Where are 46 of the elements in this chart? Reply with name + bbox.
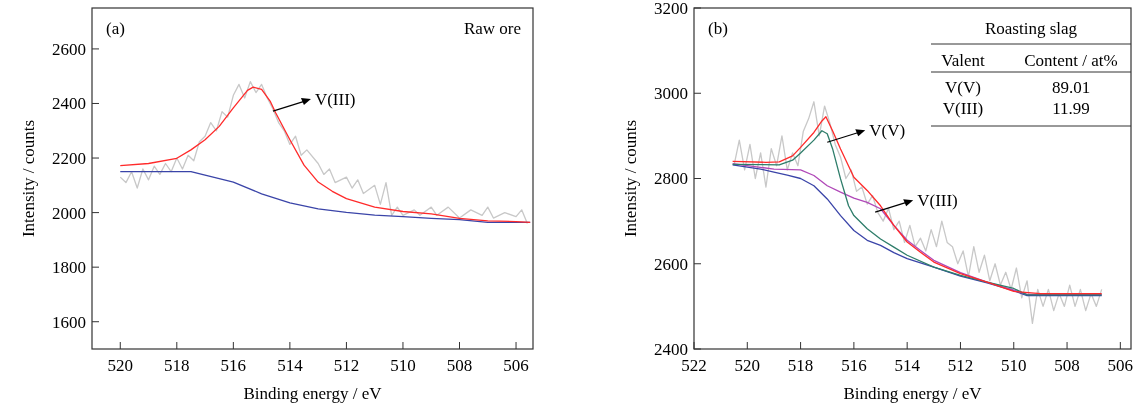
annotation: V(III) — [942, 99, 984, 118]
annotation: Content / at% — [1024, 51, 1118, 70]
annotation: V(V) — [945, 78, 981, 97]
y-tick-label: 1800 — [52, 258, 86, 278]
y-tick-label: 1600 — [52, 312, 86, 332]
x-tick-label: 506 — [1107, 356, 1134, 375]
y-tick-label: 2400 — [52, 94, 86, 114]
x-tick-label: 514 — [894, 356, 921, 375]
y-axis-title: Intensity / counts — [19, 119, 38, 238]
y-tick-label: 2800 — [654, 169, 688, 189]
y-tick-label: 3000 — [654, 84, 688, 104]
y-axis-title: Intensity / counts — [621, 119, 640, 238]
annotation: V(III) — [314, 90, 356, 110]
y-tick-label: 2400 — [654, 339, 688, 359]
annotation: 11.99 — [1052, 99, 1090, 118]
x-tick-label: 522 — [681, 356, 707, 375]
x-tick-label: 514 — [277, 356, 304, 375]
y-tick-label: 3200 — [654, 0, 688, 18]
x-tick-label: 520 — [107, 356, 134, 375]
annotation: 89.01 — [1051, 78, 1091, 97]
x-tick-label: 510 — [390, 356, 416, 375]
annotation: (b) — [708, 19, 728, 38]
x-tick-label: 518 — [787, 356, 814, 375]
x-axis-title: Binding energy / eV — [843, 384, 983, 403]
x-tick-label: 508 — [446, 356, 473, 375]
annotation: (a) — [106, 19, 125, 38]
x-tick-label: 512 — [333, 356, 360, 375]
annotation: Valent — [941, 51, 985, 70]
y-tick-label: 2000 — [52, 203, 86, 223]
y-tick-label: 2600 — [654, 254, 688, 274]
x-tick-label: 516 — [841, 356, 867, 375]
x-tick-label: 506 — [503, 356, 529, 375]
annotation: V(III) — [917, 191, 958, 211]
x-tick-label: 520 — [734, 356, 761, 375]
x-axis-title: Binding energy / eV — [243, 384, 383, 403]
x-tick-label: 508 — [1054, 356, 1080, 375]
annotation: V(V) — [869, 121, 906, 141]
annotation: Roasting slag — [984, 19, 1078, 38]
annotation: Raw ore — [463, 19, 521, 38]
y-tick-label: 2200 — [52, 148, 86, 168]
y-tick-label: 2600 — [52, 39, 86, 59]
line-series — [733, 101, 1103, 325]
x-tick-label: 510 — [1001, 356, 1027, 375]
x-tick-label: 516 — [220, 356, 247, 375]
x-tick-label: 512 — [947, 356, 974, 375]
x-tick-label: 518 — [164, 356, 190, 375]
